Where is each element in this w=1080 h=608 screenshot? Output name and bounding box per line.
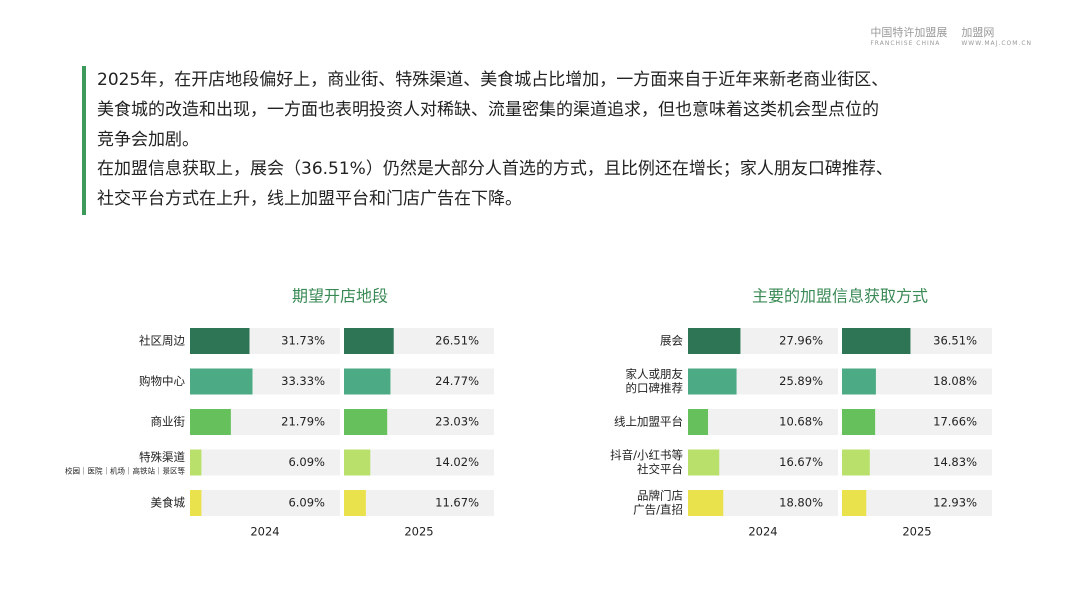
category-label: 家人或朋友 [626, 367, 684, 381]
logo: 加盟网 WWW.MAJ.COM.CN [961, 24, 1032, 47]
bar [190, 368, 253, 395]
bar [842, 449, 870, 476]
bar [688, 449, 720, 476]
logo-text: 加盟网 [961, 26, 995, 39]
value-label: 17.66% [933, 415, 977, 429]
bar-background [190, 449, 340, 476]
value-label: 26.51% [435, 334, 479, 348]
bar [344, 490, 366, 516]
text-line: 竞争会加剧。 [97, 129, 199, 150]
value-label: 11.67% [435, 496, 479, 510]
series-label: 2025 [902, 525, 931, 539]
value-label: 16.67% [779, 455, 823, 469]
category-label: 广告/直招 [633, 503, 683, 517]
value-label: 21.79% [281, 415, 325, 429]
category-label: 线上加盟平台 [614, 415, 683, 429]
text-line: 在加盟信息获取上，展会（36.51%）仍然是大部分人首选的方式，且比例还在增长；… [97, 159, 893, 180]
bar [190, 328, 250, 354]
category-label: 抖音/小红书等 [610, 448, 683, 462]
bar [688, 368, 737, 395]
logos: 中国特许加盟展 FRANCHISE CHINA 加盟网 WWW.MAJ.COM.CN [870, 24, 1032, 47]
bar-background [190, 490, 340, 516]
category-label: 商业街 [151, 415, 186, 429]
category-label: 品牌门店 [637, 489, 683, 503]
series-label: 2024 [748, 525, 777, 539]
value-label: 36.51% [933, 334, 977, 348]
bar [344, 368, 391, 395]
category-label: 校园｜医院｜机场｜高铁站｜景区等 [65, 466, 185, 476]
bar [344, 409, 388, 435]
value-label: 27.96% [779, 334, 823, 348]
text-line: 美食城的改造和出现，一方面也表明投资人对稀缺、流量密集的渠道追求，但也意味着这类… [97, 99, 879, 120]
bar [688, 328, 741, 354]
bar [344, 328, 394, 354]
category-label: 的口碑推荐 [626, 381, 684, 395]
value-label: 25.89% [779, 374, 823, 388]
bar [688, 409, 709, 435]
category-label: 特殊渠道 [139, 450, 185, 464]
logo-text: 中国特许加盟展 [870, 26, 948, 39]
bar-background [344, 490, 494, 516]
value-label: 24.77% [435, 374, 479, 388]
bar-background [688, 409, 838, 435]
chart-title: 主要的加盟信息获取方式 [752, 287, 928, 306]
bar [842, 490, 867, 516]
summary-text: 2025年，在开店地段偏好上，商业街、特殊渠道、美食城占比增加，一方面来自于近年… [82, 66, 1057, 215]
value-label: 14.83% [933, 455, 977, 469]
bar [190, 490, 202, 516]
bar [344, 449, 371, 476]
chart-title: 期望开店地段 [292, 287, 388, 306]
bar [190, 449, 202, 476]
logo-sub: FRANCHISE CHINA [870, 40, 941, 47]
value-label: 23.03% [435, 415, 479, 429]
category-label: 展会 [660, 334, 683, 348]
logo-sub: WWW.MAJ.COM.CN [961, 40, 1032, 47]
value-label: 33.33% [281, 374, 325, 388]
category-label: 购物中心 [139, 374, 185, 388]
category-label: 美食城 [151, 496, 186, 510]
category-label: 社交平台 [637, 462, 683, 476]
bar [190, 409, 231, 435]
bar [842, 409, 876, 435]
value-label: 14.02% [435, 455, 479, 469]
text-line: 2025年，在开店地段偏好上，商业街、特殊渠道、美食城占比增加，一方面来自于近年… [97, 70, 889, 90]
value-label: 18.08% [933, 374, 977, 388]
logo: 中国特许加盟展 FRANCHISE CHINA [870, 24, 947, 47]
value-label: 18.80% [779, 496, 823, 510]
bar [842, 328, 911, 354]
value-label: 12.93% [933, 496, 977, 510]
bar [688, 490, 724, 516]
bar-background [842, 490, 992, 516]
value-label: 31.73% [281, 334, 325, 348]
text-line: 社交平台方式在上升，线上加盟平台和门店广告在下降。 [97, 189, 522, 210]
bar [842, 368, 876, 395]
value-label: 10.68% [779, 415, 823, 429]
series-label: 2024 [250, 525, 279, 539]
value-label: 6.09% [288, 455, 325, 469]
category-label: 社区周边 [139, 334, 185, 348]
value-label: 6.09% [288, 496, 325, 510]
series-label: 2025 [404, 525, 433, 539]
